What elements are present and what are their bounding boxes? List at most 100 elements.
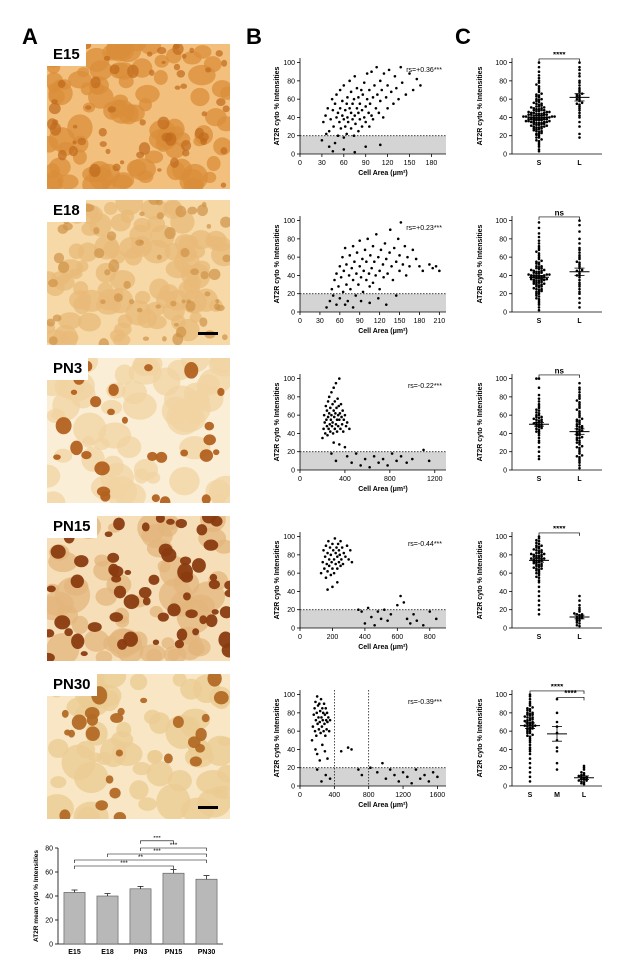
data-point [371, 117, 375, 121]
data-point [537, 145, 541, 148]
data-point [333, 537, 337, 540]
data-point [535, 128, 538, 131]
data-point [532, 128, 536, 132]
stained-cell [85, 726, 100, 742]
data-point [379, 617, 383, 621]
data-point [540, 544, 543, 548]
stained-cell [174, 639, 185, 649]
stained-cell [64, 628, 73, 637]
data-point [575, 441, 579, 444]
data-point [334, 422, 338, 426]
data-point [327, 395, 331, 399]
stained-cell [70, 440, 83, 456]
data-point [345, 544, 349, 548]
stage-label: PN15 [47, 516, 97, 538]
data-point [532, 122, 536, 126]
data-point [578, 457, 581, 461]
stained-cell [90, 396, 102, 408]
stained-cell [123, 594, 140, 610]
data-point [526, 729, 529, 733]
significance-bracket [140, 840, 174, 844]
data-point [383, 242, 387, 245]
data-point [580, 454, 584, 457]
data-point [317, 716, 320, 719]
data-point [342, 136, 346, 139]
stained-cell [81, 450, 92, 460]
data-point [555, 761, 559, 765]
data-point [348, 254, 352, 257]
y-tick-label: 40 [499, 273, 507, 280]
data-point [578, 441, 581, 444]
data-point [338, 88, 342, 92]
data-point [355, 86, 359, 90]
stained-cell [144, 364, 153, 372]
stained-cell [156, 212, 164, 220]
x-tick-label: 210 [434, 318, 446, 325]
stained-cell [47, 318, 56, 327]
data-point [331, 432, 335, 435]
data-point [331, 294, 335, 297]
data-point [339, 127, 343, 130]
data-point [528, 775, 532, 779]
panel-letter-c: C [455, 24, 471, 49]
data-point [535, 99, 538, 103]
data-point [363, 457, 367, 461]
x-tick-label: M [554, 792, 560, 799]
data-point [321, 706, 324, 710]
significance-bracket [538, 216, 580, 220]
scale-bar [198, 332, 218, 335]
data-point [371, 96, 375, 99]
cell-body [163, 645, 187, 661]
stained-cell [53, 454, 61, 460]
data-point [334, 412, 337, 415]
mean-intensity-bar-chart: 0 20 40 60 80 AT2R mean cyto % Intensities E15… [33, 836, 223, 956]
data-point [319, 731, 322, 735]
data-point [360, 610, 363, 613]
data-point [578, 393, 581, 397]
data-point [532, 566, 536, 569]
data-point [578, 402, 581, 406]
data-point [535, 571, 538, 575]
data-point [578, 230, 581, 233]
data-point [578, 436, 581, 440]
x-tick-label: 90 [362, 160, 370, 167]
data-point [373, 260, 376, 264]
data-point [545, 277, 549, 281]
y-axis-label: AT2R cyto % Intensities [477, 698, 484, 777]
stained-cell [108, 383, 119, 397]
data-point [537, 547, 541, 550]
significance-bracket [74, 865, 174, 869]
cell-body [47, 464, 61, 488]
y-tick-label: 0 [291, 626, 295, 633]
significance-label: *** [153, 836, 161, 842]
data-point [537, 539, 541, 543]
data-point [376, 93, 379, 96]
data-point [326, 400, 330, 403]
data-point [350, 266, 354, 270]
data-point [537, 232, 541, 235]
data-point [526, 718, 529, 722]
data-point [545, 124, 549, 127]
y-tick-label: 40 [287, 589, 295, 596]
data-point [578, 287, 581, 291]
significance-label: ns [555, 368, 565, 375]
stained-cell [142, 336, 150, 341]
data-point [578, 132, 581, 136]
data-point [324, 576, 328, 580]
stained-cell [112, 163, 121, 172]
stained-cell [201, 111, 208, 117]
data-point [578, 285, 581, 288]
cell-body [161, 637, 175, 650]
data-point [537, 603, 541, 607]
cell-body [117, 435, 142, 459]
data-point [338, 296, 342, 300]
data-point [540, 289, 543, 293]
stained-cell [51, 99, 58, 105]
data-point [392, 246, 396, 250]
data-point [394, 294, 398, 297]
data-point [580, 424, 584, 428]
data-point [540, 264, 543, 268]
data-point [428, 263, 431, 266]
tissue-texture [47, 358, 230, 503]
data-point [535, 411, 538, 414]
